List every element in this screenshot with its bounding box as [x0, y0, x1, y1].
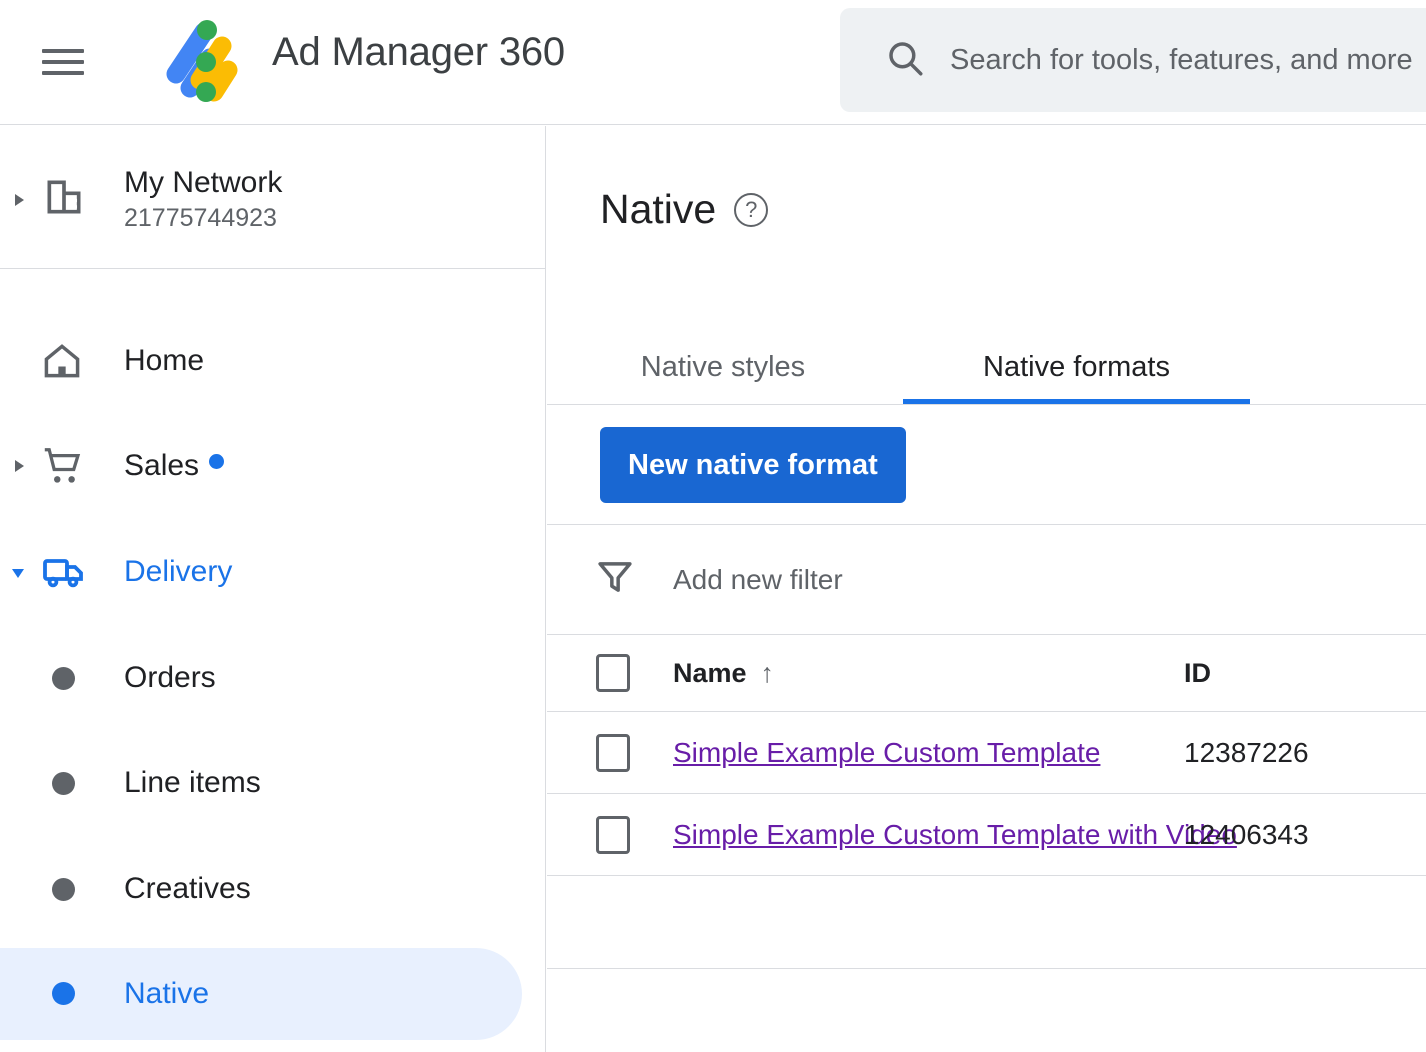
- sidebar-item-label: Creatives: [124, 872, 251, 905]
- global-search-box[interactable]: Search for tools, features, and more: [840, 8, 1426, 112]
- select-all-checkbox[interactable]: [596, 654, 630, 692]
- caret-right-icon[interactable]: [15, 460, 24, 472]
- native-format-link[interactable]: Simple Example Custom Template with Vide…: [673, 818, 1237, 850]
- network-name: My Network: [124, 166, 283, 199]
- sidebar-item-label: Line items: [124, 766, 261, 799]
- row-checkbox[interactable]: [596, 733, 630, 772]
- table-header-row: Name ↑ ID: [547, 635, 1426, 712]
- table-row[interactable]: Simple Example Custom Template 12387226: [547, 712, 1426, 794]
- native-format-link[interactable]: Simple Example Custom Template: [673, 736, 1101, 768]
- action-bar: New native format: [547, 405, 1426, 525]
- native-format-id: 12387226: [1184, 736, 1309, 768]
- native-format-id: 12406343: [1184, 818, 1309, 850]
- bullet-icon: [52, 982, 75, 1005]
- hamburger-bar: [42, 60, 84, 64]
- search-icon: [884, 37, 926, 84]
- hamburger-menu-icon[interactable]: [42, 40, 86, 84]
- bullet-icon: [52, 772, 75, 795]
- filter-funnel-icon[interactable]: [594, 556, 636, 603]
- home-icon: [40, 339, 84, 383]
- table-cell-name: Simple Example Custom Template: [673, 716, 1426, 790]
- main-content: Native ? Native styles Native formats Ne…: [547, 126, 1426, 1052]
- sidebar-item-label: Home: [124, 344, 205, 377]
- column-header-label: Name: [673, 657, 747, 688]
- column-header-label: ID: [1184, 657, 1211, 688]
- ad-manager-logo-icon[interactable]: [148, 18, 240, 102]
- sidebar-item-delivery[interactable]: Delivery: [0, 533, 546, 611]
- hamburger-bar: [42, 71, 84, 75]
- column-header-name[interactable]: Name ↑: [673, 658, 1173, 689]
- hamburger-bar: [42, 49, 84, 53]
- caret-down-icon[interactable]: [12, 569, 24, 578]
- sidebar-item-native[interactable]: Native: [0, 948, 546, 1040]
- table-cell-id: 12406343: [1184, 797, 1426, 873]
- network-id: 21775744923: [124, 204, 277, 232]
- tab-label: Native styles: [640, 350, 806, 383]
- cart-icon: [40, 443, 86, 489]
- selected-pill-background: [0, 948, 522, 1040]
- tab-bar: Native styles Native formats: [547, 331, 1426, 405]
- bullet-icon: [52, 878, 75, 901]
- native-formats-table: Name ↑ ID Simple Example Custom Template…: [547, 635, 1426, 969]
- top-header-bar: Ad Manager 360 Search for tools, feature…: [0, 0, 1426, 125]
- network-selector[interactable]: My Network 21775744923: [0, 126, 545, 269]
- brand-title: Ad Manager 360: [272, 30, 565, 74]
- sidebar-item-label: Sales: [124, 449, 200, 482]
- sales-notification-badge: [209, 454, 224, 469]
- table-cell-id: 12387226: [1184, 715, 1426, 791]
- building-icon: [42, 175, 86, 224]
- table-cell-name: Simple Example Custom Template with Vide…: [673, 798, 1426, 872]
- row-checkbox[interactable]: [596, 815, 630, 854]
- sidebar-item-label: Orders: [124, 661, 216, 694]
- table-empty-row: [547, 876, 1426, 969]
- sidebar-item-sales[interactable]: Sales: [0, 427, 546, 505]
- truck-icon: [40, 548, 88, 596]
- new-native-format-button[interactable]: New native format: [600, 427, 906, 503]
- bullet-icon: [52, 667, 75, 690]
- tab-native-styles[interactable]: Native styles: [623, 330, 823, 404]
- add-new-filter-placeholder: Add new filter: [673, 563, 843, 595]
- filter-bar[interactable]: Add new filter: [547, 525, 1426, 635]
- arrow-up-icon: ↑: [760, 657, 775, 688]
- page-title: Native: [600, 186, 717, 232]
- sidebar-item-home[interactable]: Home: [0, 322, 546, 400]
- sidebar-item-label: Native: [124, 977, 210, 1010]
- help-circle-icon[interactable]: ?: [734, 192, 769, 227]
- table-row[interactable]: Simple Example Custom Template with Vide…: [547, 794, 1426, 876]
- left-sidebar: My Network 21775744923 Home Sales: [0, 126, 546, 1052]
- sidebar-item-creatives[interactable]: Creatives: [0, 850, 546, 928]
- page-title-row: Native ?: [600, 186, 769, 233]
- search-input-placeholder: Search for tools, features, and more: [950, 43, 1413, 76]
- caret-right-icon[interactable]: [15, 194, 24, 206]
- tab-label: Native formats: [983, 350, 1170, 383]
- sidebar-item-orders[interactable]: Orders: [0, 639, 546, 717]
- tab-native-formats[interactable]: Native formats: [903, 330, 1250, 404]
- sidebar-item-line-items[interactable]: Line items: [0, 744, 546, 822]
- column-header-id[interactable]: ID: [1184, 658, 1404, 689]
- sidebar-item-label: Delivery: [124, 555, 233, 588]
